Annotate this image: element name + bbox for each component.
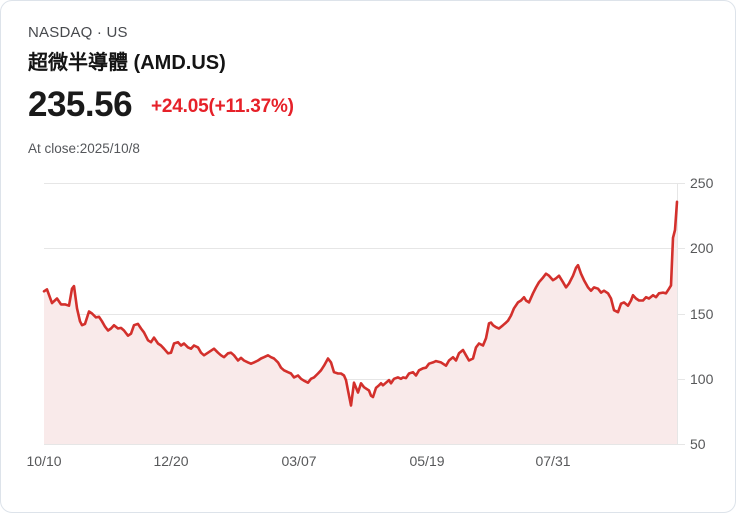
price-line (42, 200, 679, 407)
as-of-timestamp: At close:2025/10/8 (28, 141, 140, 156)
x-axis-label-05-19: 05/19 (409, 453, 445, 469)
last-price: 235.56 (28, 85, 133, 124)
price-line-plot[interactable] (42, 171, 679, 456)
x-axis-label-10-10: 10/10 (26, 453, 62, 469)
market-and-region: NASDAQ · US (28, 24, 128, 41)
gridline-50 (44, 444, 685, 445)
x-axis-label-12-20: 12/20 (153, 453, 189, 469)
gridline-150 (44, 313, 685, 315)
stock-name-title: 超微半導體 (AMD.US) (28, 52, 226, 74)
x-axis-label-03-07: 03/07 (281, 453, 317, 469)
y-axis-label-150: 150 (690, 305, 714, 322)
gridline-100 (44, 378, 685, 380)
y-axis-label-50: 50 (690, 436, 706, 452)
y-axis-label-200: 200 (690, 240, 714, 257)
y-axis-label-250: 250 (690, 175, 714, 191)
price-change: +24.05(+11.37%) (151, 96, 294, 117)
price-area-fill (44, 201, 677, 444)
y-axis-label-100: 100 (690, 370, 714, 387)
x-axis-label-07-31: 07/31 (535, 453, 571, 469)
gridline-250 (44, 183, 685, 184)
gridline-200 (44, 248, 685, 250)
